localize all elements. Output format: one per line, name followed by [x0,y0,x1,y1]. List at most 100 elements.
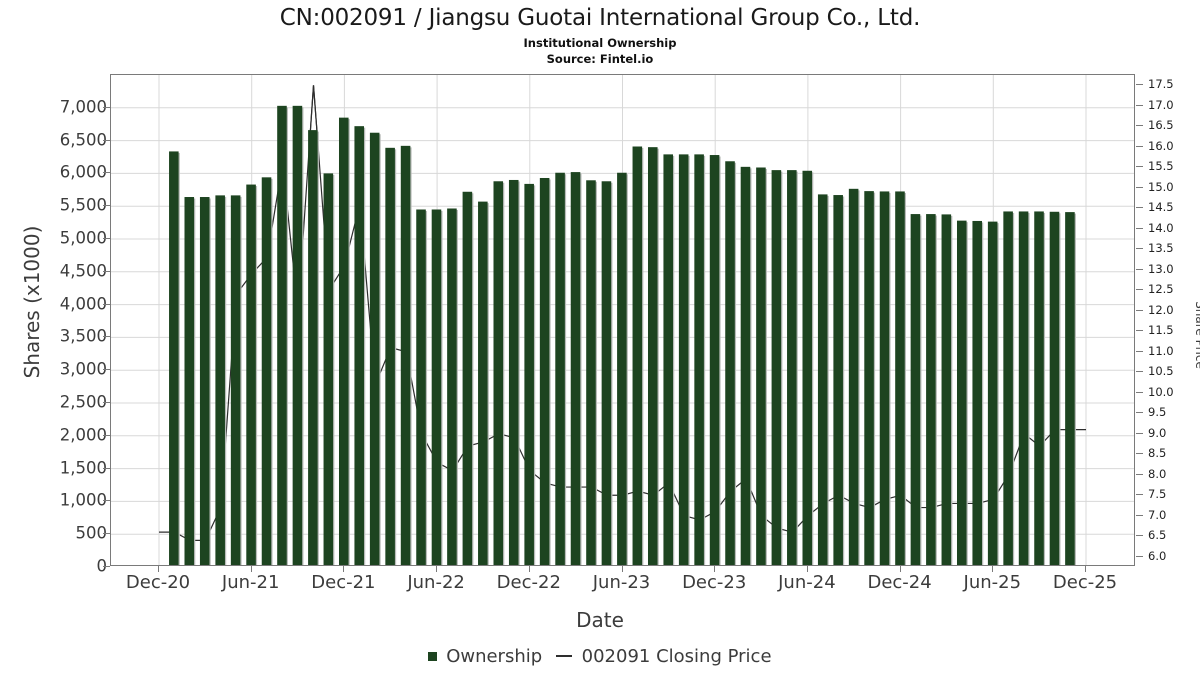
y-axis-right-tick-mark [1136,248,1143,250]
chart-subtitle: Institutional Ownership [523,36,677,50]
y-axis-left-tick-label: 2,000 [59,425,107,445]
x-axis-tick-label: Dec-25 [1052,572,1118,593]
x-axis-tick-label: Dec-23 [682,572,747,593]
legend-ownership-swatch-icon [428,652,438,661]
y-axis-right-tick-mark [1136,166,1143,168]
y-axis-right-tick-label: 15.0 [1148,179,1174,194]
y-axis-right-tick-mark [1136,432,1143,434]
y-axis-left-tick-label: 1,000 [59,490,107,510]
y-axis-right-tick-mark [1136,514,1143,516]
x-axis-tick-mark [250,566,252,572]
chart-canvas [111,75,1134,565]
x-axis-tick-mark [899,566,901,572]
y-axis-left-tick-label: 7,000 [59,97,107,117]
y-axis-left-tick-mark [103,467,110,469]
y-axis-right-tick-label: 16.5 [1148,118,1174,133]
y-axis-left-tick-mark [103,238,110,239]
y-axis-left-tick-label: 3,000 [59,359,107,379]
y-axis-left-tick-label: 5,500 [59,195,107,215]
y-axis-right-tick-label: 8.5 [1148,446,1167,461]
y-axis-right-tick-label: 12.5 [1148,282,1174,297]
y-axis-right-tick-label: 12.0 [1148,302,1174,317]
y-axis-right-tick-mark [1136,125,1143,127]
x-axis-tick-mark [714,566,716,572]
x-axis-tick-mark [343,566,345,572]
y-axis-right-tick-mark [1136,207,1143,209]
y-axis-right-tick-label: 9.0 [1148,425,1167,440]
x-axis-tick-mark [806,566,808,572]
y-axis-right-tick-mark [1136,371,1143,373]
y-axis-right-tick-label: 17.5 [1148,77,1174,92]
y-axis-left-tick-mark [103,566,110,567]
y-axis-right-tick-label: 6.5 [1148,528,1167,543]
legend-price-label: 002091 Closing Price [581,646,772,667]
plot-area [110,74,1135,566]
y-axis-right-tick-mark [1136,289,1143,291]
y-axis-right-tick-mark [1136,555,1143,557]
x-axis-tick-label: Dec-20 [125,572,191,593]
x-axis-tick-label: Dec-22 [496,572,561,593]
legend-price-line-icon [555,655,572,657]
y-axis-left-tick-mark [103,500,110,502]
y-axis-right-tick-label: 13.5 [1148,241,1174,256]
y-axis-left-tick-mark [103,336,110,338]
y-axis-right-tick-mark [1136,186,1143,188]
y-axis-left-tick-mark [103,205,110,207]
x-axis-tick-label: Jun-22 [407,572,465,593]
y-axis-right-tick-mark [1136,494,1143,496]
y-axis-right-tick-mark [1136,391,1143,393]
y-axis-left-tick-label: 500 [75,523,108,543]
y-axis-left-tick-label: 0 [96,556,108,576]
y-axis-left-tick-mark [103,270,110,272]
y-axis-right-tick-label: 7.0 [1148,507,1167,522]
y-axis-right-tick-label: 7.5 [1148,487,1167,502]
y-axis-right-tick-label: 13.0 [1148,261,1174,276]
y-axis-right-tick-mark [1136,473,1143,475]
y-axis-left-tick-label: 3,500 [59,326,107,346]
y-axis-right-tick-mark [1136,145,1143,147]
y-axis-right-tick-label: 15.5 [1148,159,1174,174]
y-axis-left-tick-mark [103,533,110,535]
x-axis-tick-label: Jun-24 [778,572,836,593]
y-axis-left-tick-label: 1,500 [59,458,107,478]
x-axis-tick-label: Jun-21 [221,572,280,593]
y-axis-left-tick-label: 5,000 [59,228,107,248]
y-axis-right-tick-label: 6.0 [1148,548,1167,563]
y-axis-left-label: Shares (x1000) [20,225,44,379]
y-axis-right-tick-label: 14.5 [1148,200,1174,215]
y-axis-right-tick-mark [1136,309,1143,311]
page-title: CN:002091 / Jiangsu Guotai International… [279,5,921,31]
y-axis-right-tick-label: 11.5 [1148,323,1174,338]
y-axis-right-tick-mark [1136,453,1143,455]
x-axis-label: Date [576,608,624,632]
chart-source: Source: Fintel.io [546,52,654,66]
x-axis-tick-label: Jun-25 [963,572,1022,593]
y-axis-right-tick-mark [1136,535,1143,537]
y-axis-left-tick-label: 4,000 [59,294,107,314]
y-axis-right-tick-mark [1136,350,1143,352]
y-axis-left-tick-mark [103,434,110,436]
y-axis-left-tick-mark [103,402,110,403]
y-axis-left-tick-label: 2,500 [59,392,107,412]
x-axis-tick-mark [158,566,159,572]
x-axis-tick-mark [992,566,994,572]
y-axis-right-tick-mark [1136,84,1143,86]
y-axis-right-tick-mark [1136,104,1143,106]
y-axis-right-tick-mark [1136,412,1143,414]
y-axis-right-tick-label: 10.0 [1148,384,1174,399]
y-axis-right-tick-mark [1136,227,1143,229]
x-axis-tick-label: Jun-23 [592,572,651,593]
y-axis-right-tick-label: 14.0 [1148,220,1174,235]
y-axis-right-tick-label: 17.0 [1148,97,1174,112]
x-axis-tick-label: Dec-21 [311,572,376,593]
x-axis-tick-mark [528,566,530,572]
x-axis-tick-mark [436,566,438,572]
y-axis-left-tick-mark [103,303,110,305]
x-axis-tick-mark [621,566,623,572]
y-axis-right-tick-label: 9.5 [1148,405,1167,420]
y-axis-right-tick-mark [1136,268,1143,270]
y-axis-right-label: Share Price [1193,301,1200,369]
y-axis-left-tick-mark [103,369,110,371]
y-axis-left-tick-mark [103,139,110,141]
